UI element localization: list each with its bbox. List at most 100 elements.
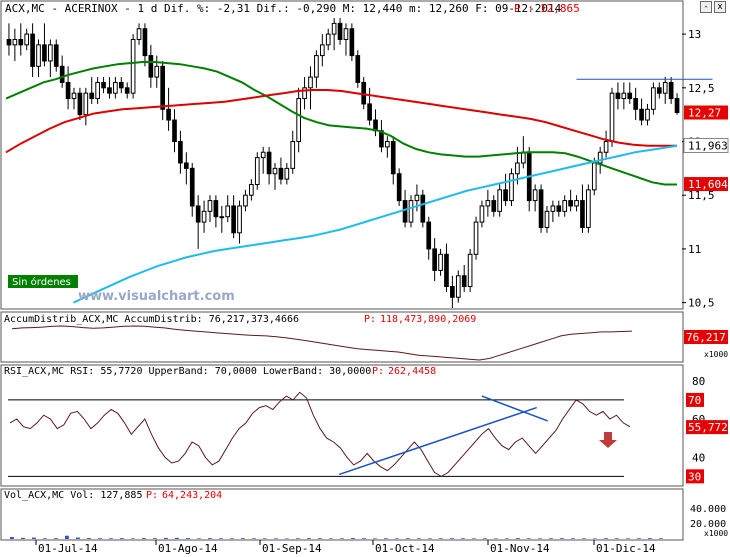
volume-panel — [0, 488, 684, 541]
candle-body — [627, 92, 633, 100]
candle-body — [314, 55, 319, 78]
candle-body — [178, 141, 183, 164]
volume-bar — [461, 538, 465, 539]
watermark: www.visualchart.com — [78, 289, 235, 304]
volume-bar — [76, 537, 80, 539]
price-tick-label: 12,5 — [688, 82, 715, 95]
candle-body — [473, 221, 479, 255]
rsi-support-trendline — [338, 406, 537, 476]
candle-body — [509, 173, 514, 202]
candle-body — [568, 200, 573, 207]
candle-body — [597, 151, 603, 164]
volume-bar — [373, 538, 377, 539]
accum-p-label: P: — [364, 314, 376, 325]
volume-bar — [659, 538, 663, 539]
candle-body — [390, 141, 396, 175]
candle-body — [278, 167, 284, 180]
price-panel — [0, 0, 684, 310]
volume-bar — [274, 538, 278, 539]
candle-body — [254, 157, 260, 185]
candle-body — [586, 189, 591, 228]
volume-bar — [505, 538, 509, 539]
volume-bar — [516, 538, 520, 539]
candle-body — [319, 44, 325, 57]
volume-bar — [263, 538, 267, 539]
sin-ordenes-badge[interactable] — [8, 275, 78, 288]
volume-bar — [10, 536, 14, 539]
accum-unit-label: x1000 — [704, 350, 728, 359]
volume-bar — [98, 538, 102, 539]
date-tick-label: 01-Sep-14 — [262, 542, 322, 555]
candle-body — [432, 248, 437, 271]
rsi-value-tag — [686, 420, 728, 435]
volume-bar — [32, 537, 36, 539]
candle-body — [668, 81, 674, 100]
volume-bar — [362, 538, 366, 539]
sin-ordenes-label: Sin órdenes — [12, 276, 71, 288]
down-arrow-icon — [599, 432, 617, 448]
candle-body — [36, 44, 41, 67]
volume-bar — [186, 538, 190, 539]
candle-body — [189, 167, 195, 207]
candle-body — [266, 151, 272, 175]
volume-bar — [406, 538, 410, 539]
candle-body — [207, 200, 213, 212]
candle-body — [450, 286, 455, 298]
volume-p-value: 64,243,204 — [162, 490, 222, 501]
candle-body — [166, 108, 171, 121]
volume-bar — [604, 538, 608, 539]
volume-bar — [296, 538, 300, 539]
candle-body — [142, 28, 148, 57]
candle-body — [556, 205, 562, 212]
candle-body — [461, 275, 467, 288]
volume-bar — [648, 538, 652, 539]
price-value-tag-text: 11,963 — [688, 139, 728, 152]
candle-body — [491, 200, 497, 212]
candle-body — [296, 98, 301, 143]
candle-body — [426, 221, 432, 250]
candle-body — [603, 141, 609, 153]
volume-bar — [428, 538, 432, 539]
candle-body — [544, 210, 550, 228]
candle-body — [201, 210, 207, 223]
candle-body — [12, 38, 18, 46]
candle-body — [6, 38, 12, 46]
rsi-tick-label: 80 — [692, 375, 705, 388]
candle-body — [497, 189, 503, 212]
volume-bar — [450, 538, 454, 539]
accum-distrib-line — [11, 325, 633, 361]
candle-body — [562, 200, 568, 212]
candle-body — [219, 216, 225, 219]
volume-bar — [483, 538, 487, 539]
candle-body — [48, 44, 53, 62]
accum-value-tag-text: 76,217,3 — [686, 331, 730, 344]
minimize-button[interactable]: - — [700, 1, 712, 13]
volume-bar — [43, 538, 47, 539]
candle-body — [639, 108, 644, 121]
close-button[interactable]: x — [714, 1, 726, 13]
candle-body — [107, 87, 112, 94]
candle-body — [580, 200, 585, 228]
candle-body — [455, 275, 461, 298]
candle-body — [154, 65, 160, 78]
candle-body — [83, 92, 89, 116]
ma-cyan-line — [72, 144, 678, 304]
header-p-label: P : — [514, 2, 534, 15]
volume-bar — [164, 537, 168, 539]
candle-body — [444, 253, 449, 288]
candle-body — [467, 253, 473, 288]
candle-body — [503, 189, 508, 202]
volume-bar — [208, 538, 212, 539]
rsi-value-tag — [686, 469, 704, 484]
candle-body — [385, 141, 390, 148]
candle-body — [130, 38, 136, 94]
volume-bar — [593, 538, 597, 539]
candle-body — [343, 28, 349, 40]
price-value-tag — [684, 177, 728, 192]
candle-body — [651, 87, 656, 110]
volume-bar — [351, 538, 355, 539]
volume-bar — [307, 538, 311, 539]
candle-body — [290, 141, 296, 169]
candle-body — [148, 55, 154, 78]
candle-body — [124, 87, 130, 94]
